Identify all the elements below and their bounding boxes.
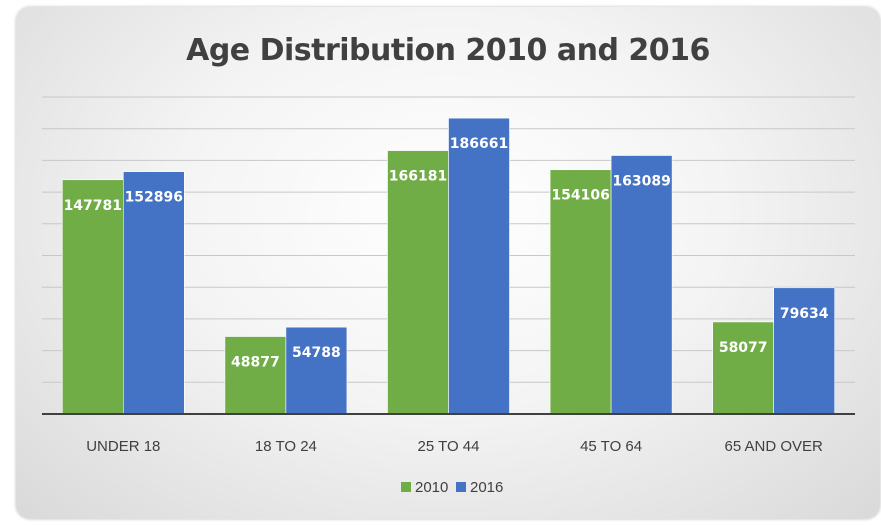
x-tick-label: 18 TO 24	[255, 438, 317, 455]
legend-swatch-2016	[456, 482, 466, 492]
bar-2010-0	[61, 179, 124, 415]
x-tick-label: 65 AND OVER	[725, 438, 824, 455]
bar-2010-2	[387, 150, 449, 415]
legend-label-2016: 2016	[470, 479, 503, 496]
bar-2010-4	[712, 321, 775, 415]
bar-2016-2	[448, 117, 510, 415]
data-label-2016-1: 54788	[292, 345, 341, 361]
data-label-2010-4: 58077	[719, 340, 768, 356]
x-tick-label: 45 TO 64	[580, 438, 642, 455]
data-label-2010-2: 166181	[389, 169, 447, 185]
data-label-2010-1: 48877	[231, 355, 280, 371]
data-label-2010-0: 147781	[64, 198, 122, 214]
bar-2016-1	[285, 326, 348, 415]
legend-swatch-2010	[401, 482, 411, 492]
data-label-2010-3: 154106	[551, 188, 609, 204]
bar-2010-3	[549, 169, 612, 415]
bar-2016-0	[123, 171, 185, 415]
bar-2016-3	[610, 155, 673, 415]
chart-title: Age Distribution 2010 and 2016	[186, 33, 710, 68]
data-label-2016-2: 186661	[450, 136, 508, 152]
data-label-2016-0: 152896	[125, 190, 183, 206]
x-tick-label: UNDER 18	[86, 438, 160, 455]
bar-2016-4	[773, 287, 836, 415]
bar-2010-1	[224, 336, 287, 415]
data-label-2016-4: 79634	[780, 306, 829, 322]
chart-card: Age Distribution 2010 and 2016 147781 152…	[16, 7, 880, 519]
data-label-2016-3: 163089	[612, 174, 670, 190]
x-tick-label: 25 TO 44	[418, 438, 480, 455]
legend-label-2010: 2010	[415, 479, 448, 496]
